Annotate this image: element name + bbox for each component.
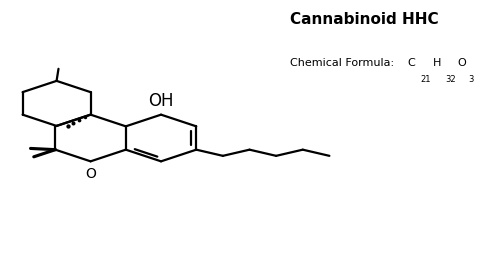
Text: H: H xyxy=(432,58,441,68)
Text: 3: 3 xyxy=(469,75,474,84)
Text: Cannabinoid HHC: Cannabinoid HHC xyxy=(290,12,439,27)
Text: OH: OH xyxy=(148,92,174,110)
Text: O: O xyxy=(85,167,96,181)
Text: 21: 21 xyxy=(420,75,431,84)
Text: O: O xyxy=(457,58,466,68)
Text: C: C xyxy=(408,58,415,68)
Text: Chemical Formula:: Chemical Formula: xyxy=(290,58,395,68)
Text: 32: 32 xyxy=(445,75,456,84)
